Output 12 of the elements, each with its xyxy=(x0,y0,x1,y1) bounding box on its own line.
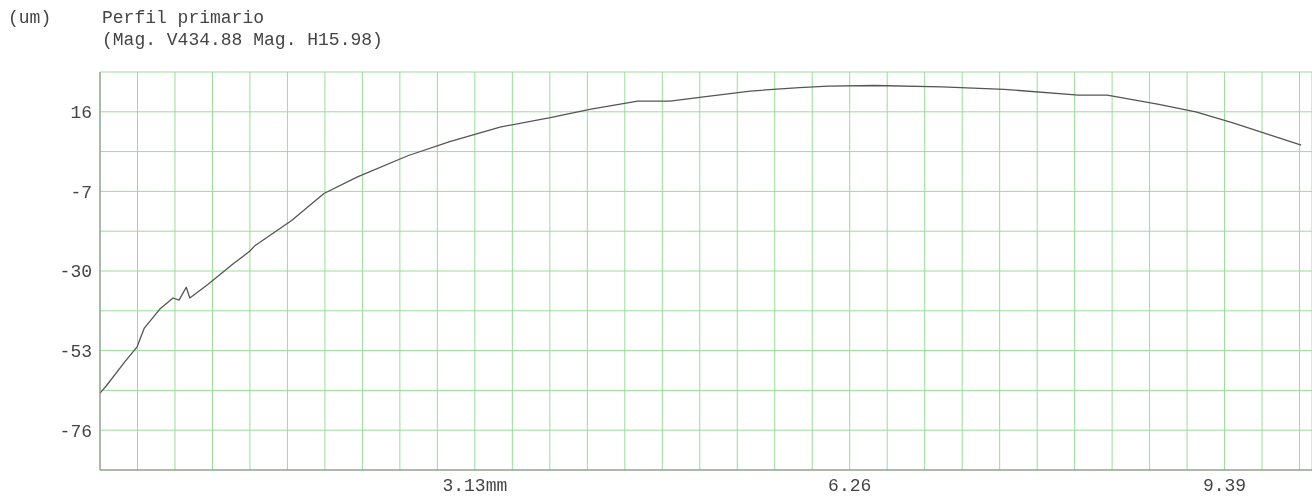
chart-subtitle: (Mag. V434.88 Mag. H15.98) xyxy=(102,30,383,50)
y-tick-label: -30 xyxy=(59,262,92,283)
y-tick-label: -76 xyxy=(59,421,92,442)
x-tick-label: 9.39 xyxy=(1202,475,1247,496)
line-series xyxy=(100,84,1302,394)
x-tick-label: 3.13mm xyxy=(442,475,508,496)
y-tick-label: -7 xyxy=(70,182,92,203)
y-axis-title: (um) xyxy=(8,8,52,28)
y-tick-label: 16 xyxy=(70,103,92,124)
chart-title: Perfil primario xyxy=(102,8,265,28)
x-tick-label: 6.26 xyxy=(828,475,872,496)
y-tick-label: -53 xyxy=(59,341,92,362)
